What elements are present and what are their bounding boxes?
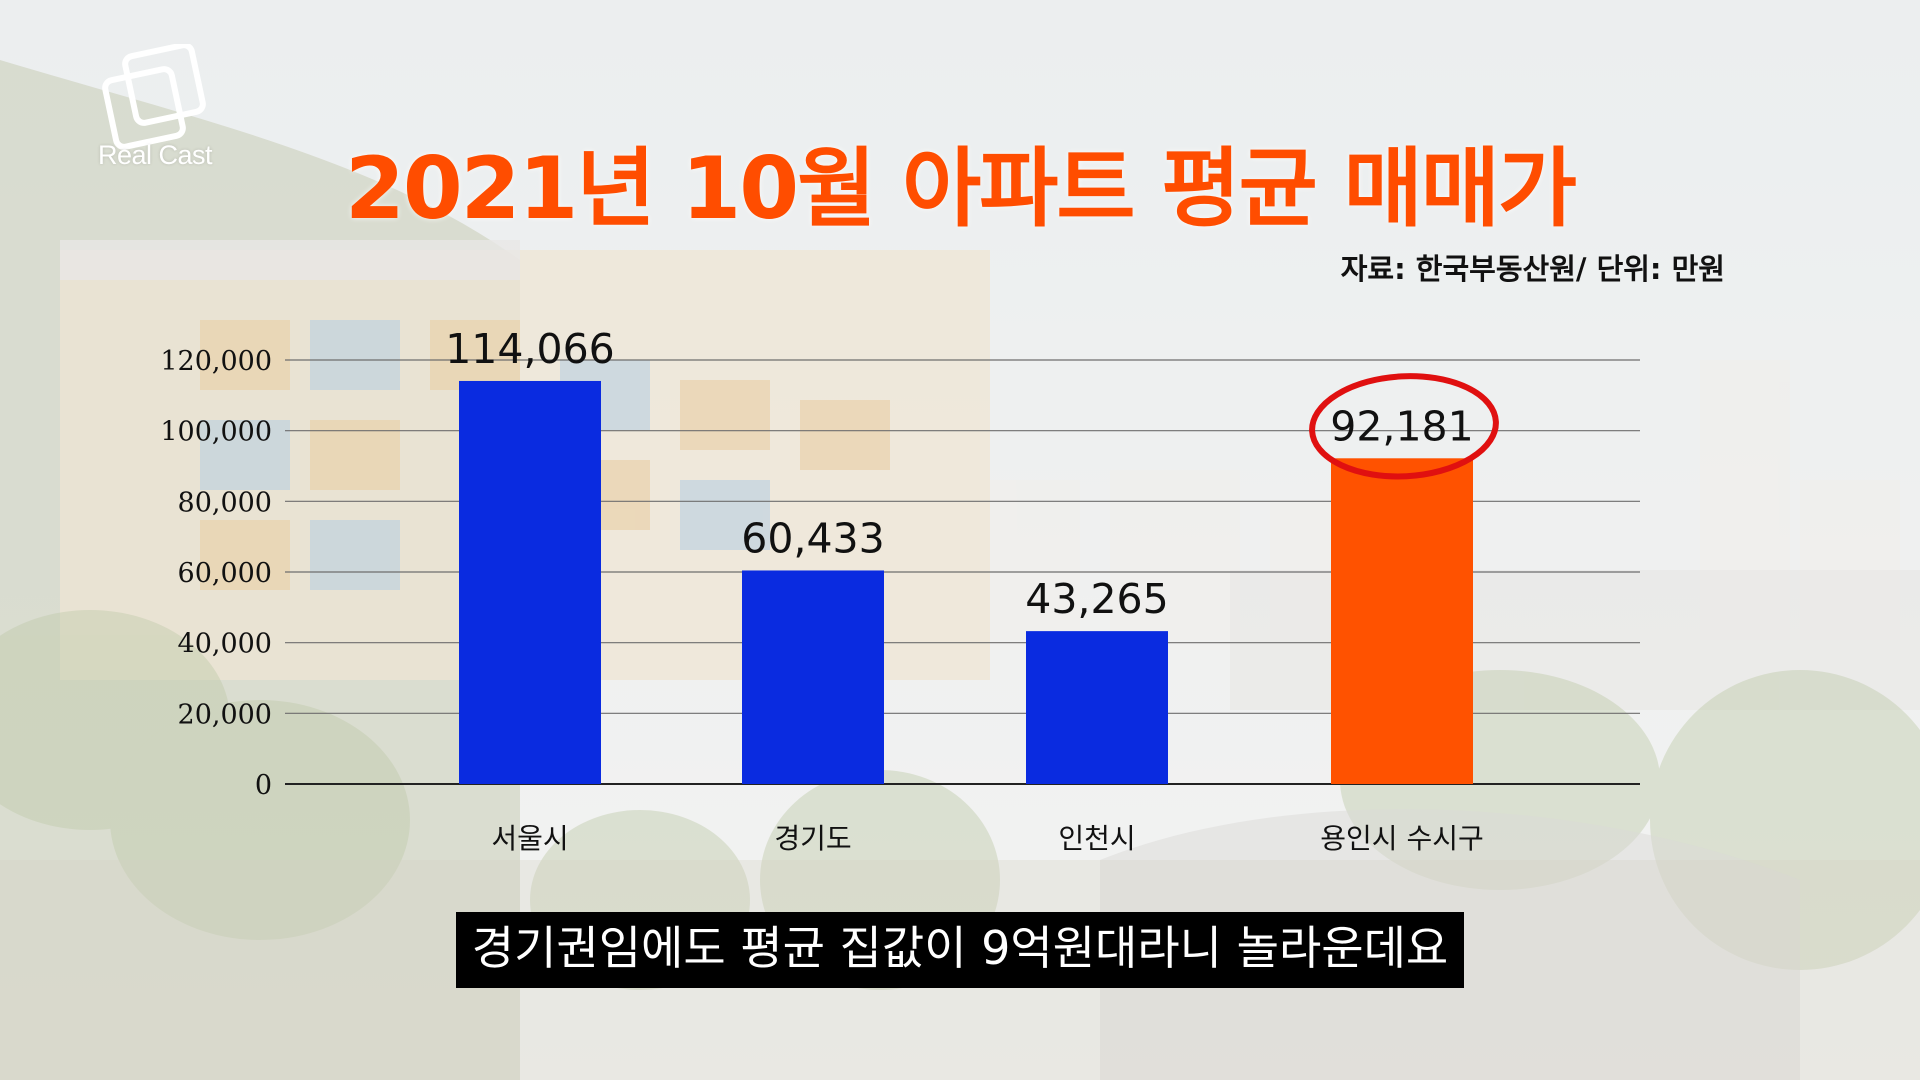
- chart-title: 2021년 10월 아파트 평균 매매가: [345, 139, 1577, 239]
- subtitle-caption: 경기권임에도 평균 집값이 9억원대라니 놀라운데요: [0, 912, 1920, 988]
- y-tick-label: 120,000: [160, 346, 272, 377]
- bar: [1331, 458, 1473, 784]
- source-unit-note: 자료: 한국부동산원/ 단위: 만원: [1340, 252, 1725, 286]
- value-label: 114,066: [445, 325, 615, 373]
- bar: [459, 380, 601, 784]
- value-label: 92,181: [1330, 402, 1473, 450]
- value-label: 43,265: [1025, 575, 1168, 623]
- value-label: 60,433: [741, 514, 884, 562]
- logo-text: Real Cast: [97, 140, 213, 170]
- bar: [742, 570, 884, 784]
- y-tick-label: 80,000: [178, 487, 272, 518]
- overlapping-squares-logo-icon: [102, 44, 206, 150]
- category-label: 경기도: [774, 822, 851, 855]
- category-label: 인천시: [1058, 822, 1135, 855]
- bar: [1026, 631, 1168, 784]
- caption-text: 경기권임에도 평균 집값이 9억원대라니 놀라운데요: [455, 912, 1465, 988]
- category-label: 서울시: [491, 822, 568, 855]
- y-tick-label: 20,000: [178, 699, 272, 730]
- y-tick-label: 40,000: [178, 629, 272, 660]
- y-tick-label: 100,000: [160, 417, 272, 448]
- y-tick-label: 60,000: [178, 558, 272, 589]
- category-label: 용인시 수시구: [1320, 822, 1483, 855]
- y-tick-label: 0: [255, 770, 272, 801]
- highlight-circle: [1309, 373, 1499, 480]
